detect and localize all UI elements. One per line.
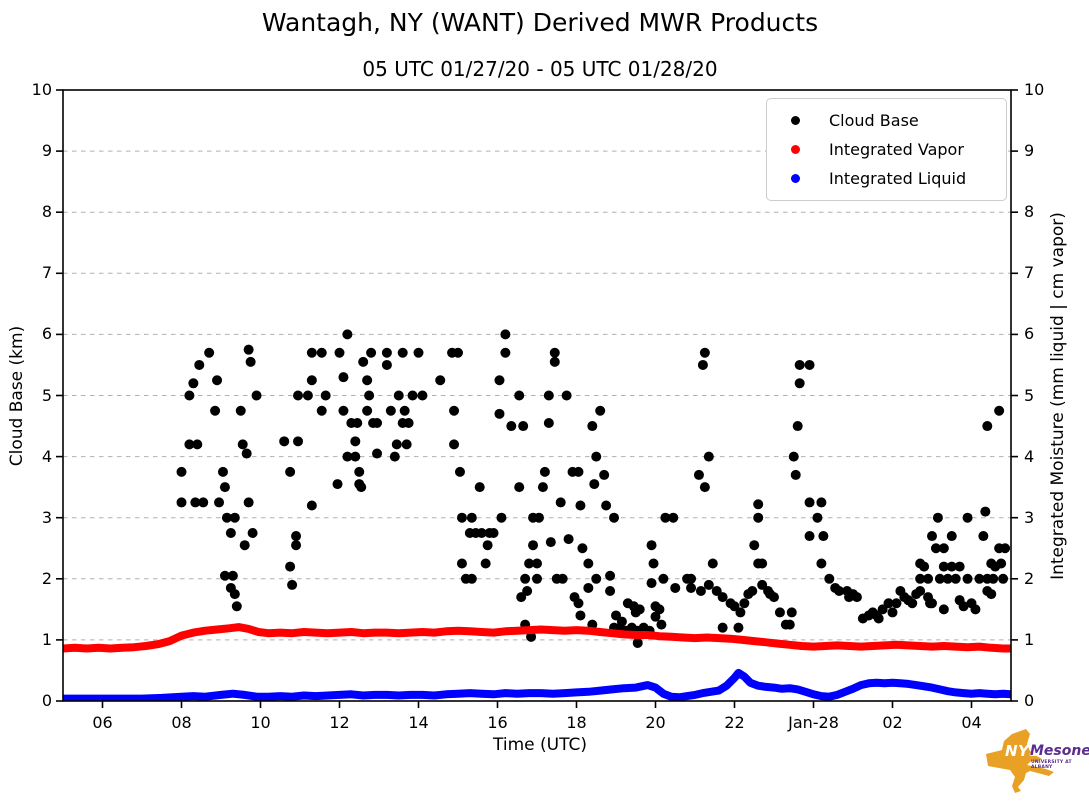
integrated-vapor-marker-icon: [791, 145, 800, 154]
legend: Cloud Base Integrated Vapor Integrated L…: [766, 98, 1007, 201]
y-tick-label-right: 9: [1024, 141, 1035, 161]
y-tick-label-left: 3: [41, 507, 52, 527]
y-tick-label-left: 1: [41, 629, 52, 649]
x-tick-label: 10: [250, 713, 271, 732]
cloud-base-points: [176, 329, 1011, 648]
y-tick-label-right: 2: [1024, 568, 1035, 588]
y-tick-label-right: 8: [1024, 202, 1035, 222]
x-tick-label: 20: [645, 713, 666, 732]
logo-mesonet-text: Mesonet: [1030, 743, 1089, 759]
legend-label: Cloud Base: [829, 111, 919, 130]
y-tick-label-right: 10: [1024, 80, 1045, 99]
legend-item-cloud-base: Cloud Base: [767, 106, 1006, 135]
y-tick-label-left: 8: [41, 202, 52, 222]
x-tick-label: 16: [487, 713, 508, 732]
y-axis-left-label: Cloud Base (km): [7, 325, 27, 467]
y-tick-label-right: 5: [1024, 385, 1035, 405]
y-tick-label-right: 0: [1024, 691, 1035, 710]
x-tick-label: 22: [724, 713, 745, 732]
y-tick-label-left: 9: [41, 141, 52, 161]
x-tick-label: 06: [92, 713, 113, 732]
y-tick-label-left: 5: [41, 385, 52, 405]
y-axis-right-label: Integrated Moisture (mm liquid | cm vapo…: [1048, 212, 1068, 580]
legend-item-integrated-liquid: Integrated Liquid: [767, 164, 1006, 193]
y-tick-label-right: 1: [1024, 629, 1035, 649]
nys-mesonet-logo: NYS Mesonet UNIVERSITY AT ALBANY: [982, 724, 1089, 800]
logo-tagline-text: UNIVERSITY AT ALBANY: [1031, 760, 1072, 770]
legend-label: Integrated Liquid: [829, 169, 967, 188]
cloud-base-marker-icon: [791, 116, 800, 125]
y-tick-label-left: 0: [41, 691, 52, 710]
y-tick-label-left: 7: [41, 263, 52, 283]
chart-title: Wantagh, NY (WANT) Derived MWR Products: [261, 8, 819, 37]
y-tick-label-right: 4: [1024, 446, 1035, 466]
integrated-liquid-line: [63, 668, 1011, 701]
legend-label: Integrated Vapor: [829, 140, 964, 159]
y-tick-label-left: 10: [31, 80, 52, 99]
axes-frame: [56, 89, 1018, 708]
x-axis-label: Time (UTC): [493, 735, 587, 755]
x-tick-label: 12: [329, 713, 350, 732]
x-tick-label: 14: [408, 713, 429, 732]
y-tick-label-right: 3: [1024, 507, 1035, 527]
chart-subtitle: 05 UTC 01/27/20 - 05 UTC 01/28/20: [362, 57, 718, 81]
y-tick-label-right: 7: [1024, 263, 1035, 283]
ny-state-icon: [986, 729, 1054, 793]
x-tick-label: 02: [882, 713, 903, 732]
x-tick-label: 18: [566, 713, 587, 732]
integrated-liquid-marker-icon: [791, 174, 800, 183]
x-tick-label: 08: [171, 713, 192, 732]
x-tick-label: 04: [961, 713, 982, 732]
legend-item-integrated-vapor: Integrated Vapor: [767, 135, 1006, 164]
y-tick-label-left: 2: [41, 568, 52, 588]
y-tick-label-right: 6: [1024, 324, 1035, 344]
x-tick-label: Jan-28: [788, 713, 839, 732]
y-tick-label-left: 4: [41, 446, 52, 466]
logo-nys-text: NYS: [1005, 742, 1041, 760]
y-tick-label-left: 6: [41, 324, 52, 344]
integrated-vapor-line: [63, 623, 1011, 653]
